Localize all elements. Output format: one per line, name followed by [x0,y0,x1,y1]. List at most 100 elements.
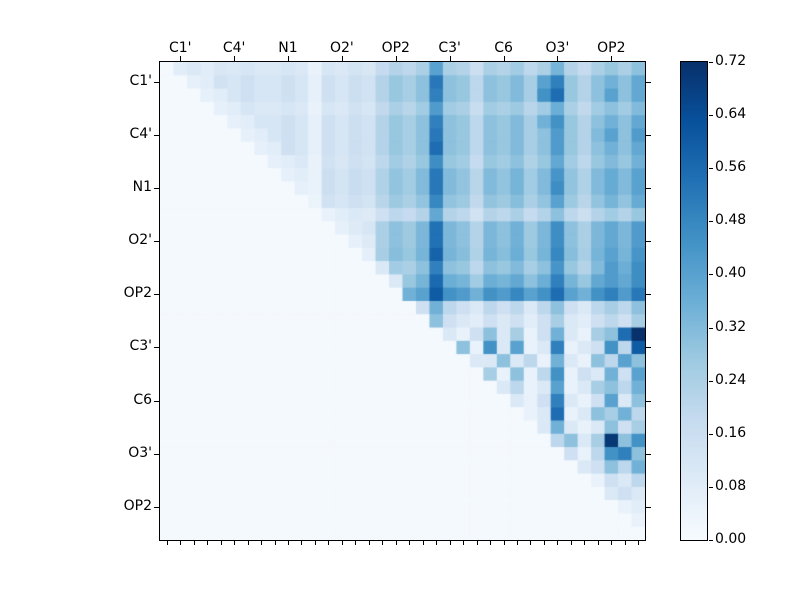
y-axis-label: N1 [132,179,152,196]
axis-tick [301,541,303,545]
colorbar-tick-label: 0.72 [715,53,747,69]
axis-tick [154,135,159,137]
x-axis-label: OP2 [381,40,410,56]
axis-tick [395,541,397,545]
axis-tick [449,541,451,545]
axis-tick [624,541,626,545]
axis-tick [355,541,357,545]
x-axis-label: C6 [494,40,513,56]
axis-tick [154,453,159,455]
x-axis-label: OP2 [597,40,626,56]
axis-tick [646,400,651,402]
axis-tick [646,347,651,349]
colorbar-tick-label: 0.32 [715,318,747,335]
axis-tick [463,541,465,545]
axis-tick [557,541,559,545]
axis-tick [287,541,289,545]
axis-tick [409,541,411,545]
axis-tick [193,541,195,545]
y-axis-label: O2' [128,232,152,249]
axis-tick [247,541,249,545]
axis-tick [395,56,397,61]
axis-tick [646,506,651,508]
axis-tick [557,56,559,61]
axis-tick [154,241,159,243]
axis-tick [646,294,651,296]
colorbar-tick-label: 0.40 [715,265,747,282]
axis-tick [543,541,545,545]
y-axis-label: C1' [129,72,152,89]
axis-tick [328,541,330,545]
axis-tick [646,81,651,83]
axis-tick [638,541,640,545]
axis-tick [154,506,159,508]
axis-tick [274,541,276,545]
axis-tick [709,540,713,541]
y-axis-label: C4' [129,126,152,143]
colorbar [680,61,708,541]
axis-tick [646,453,651,455]
axis-tick [382,541,384,545]
heatmap-canvas [160,62,645,540]
axis-tick [503,541,505,545]
colorbar-tick-label: 0.00 [715,531,747,547]
x-axis-label: O2' [329,40,354,56]
axis-tick [611,56,613,61]
y-axis-label: OP2 [123,497,152,514]
axis-tick [180,541,182,545]
colorbar-tick-label: 0.24 [715,371,747,388]
x-axis-label: C4' [222,40,246,56]
axis-tick [570,541,572,545]
colorbar-tick-label: 0.08 [715,477,747,494]
axis-tick [646,241,651,243]
colorbar-tick-label: 0.16 [715,424,747,441]
axis-tick [154,294,159,296]
axis-tick [287,56,289,61]
axis-tick [709,433,713,435]
axis-tick [436,541,438,545]
heatmap-plot [159,61,646,541]
axis-tick [611,541,613,545]
axis-tick [709,221,713,223]
colorbar-tick-label: 0.56 [715,159,747,176]
axis-tick [584,541,586,545]
axis-tick [709,168,713,170]
axis-tick [709,380,713,382]
x-axis-label: C3' [438,40,461,56]
axis-tick [517,541,518,545]
axis-tick [422,541,424,545]
axis-tick [154,188,159,190]
axis-tick [154,400,159,402]
axis-tick [709,115,713,117]
axis-tick [368,541,370,545]
axis-tick [709,486,713,488]
x-axis-label: C1' [168,40,192,56]
axis-tick [476,541,478,545]
x-axis-label: N1 [278,40,298,56]
axis-tick [530,541,532,545]
axis-tick [490,541,492,545]
axis-tick [597,541,599,545]
axis-tick [261,541,263,545]
axis-tick [341,541,343,545]
axis-tick [234,56,236,61]
axis-tick [220,541,222,545]
axis-tick [166,541,168,545]
axis-tick [154,347,159,349]
axis-tick [503,56,505,61]
axis-tick [449,56,451,61]
axis-tick [207,541,209,545]
colorbar-tick-label: 0.64 [715,106,747,123]
colorbar-tick-label: 0.48 [715,212,747,229]
axis-tick [154,81,159,83]
y-axis-label: OP2 [123,285,152,302]
axis-tick [234,541,236,545]
x-axis-label: O3' [545,40,570,56]
axis-tick [646,135,651,137]
axis-tick [646,188,651,190]
y-axis-label: C3' [129,338,152,355]
axis-tick [709,327,713,329]
axis-tick [314,541,316,545]
axis-tick [341,56,343,61]
